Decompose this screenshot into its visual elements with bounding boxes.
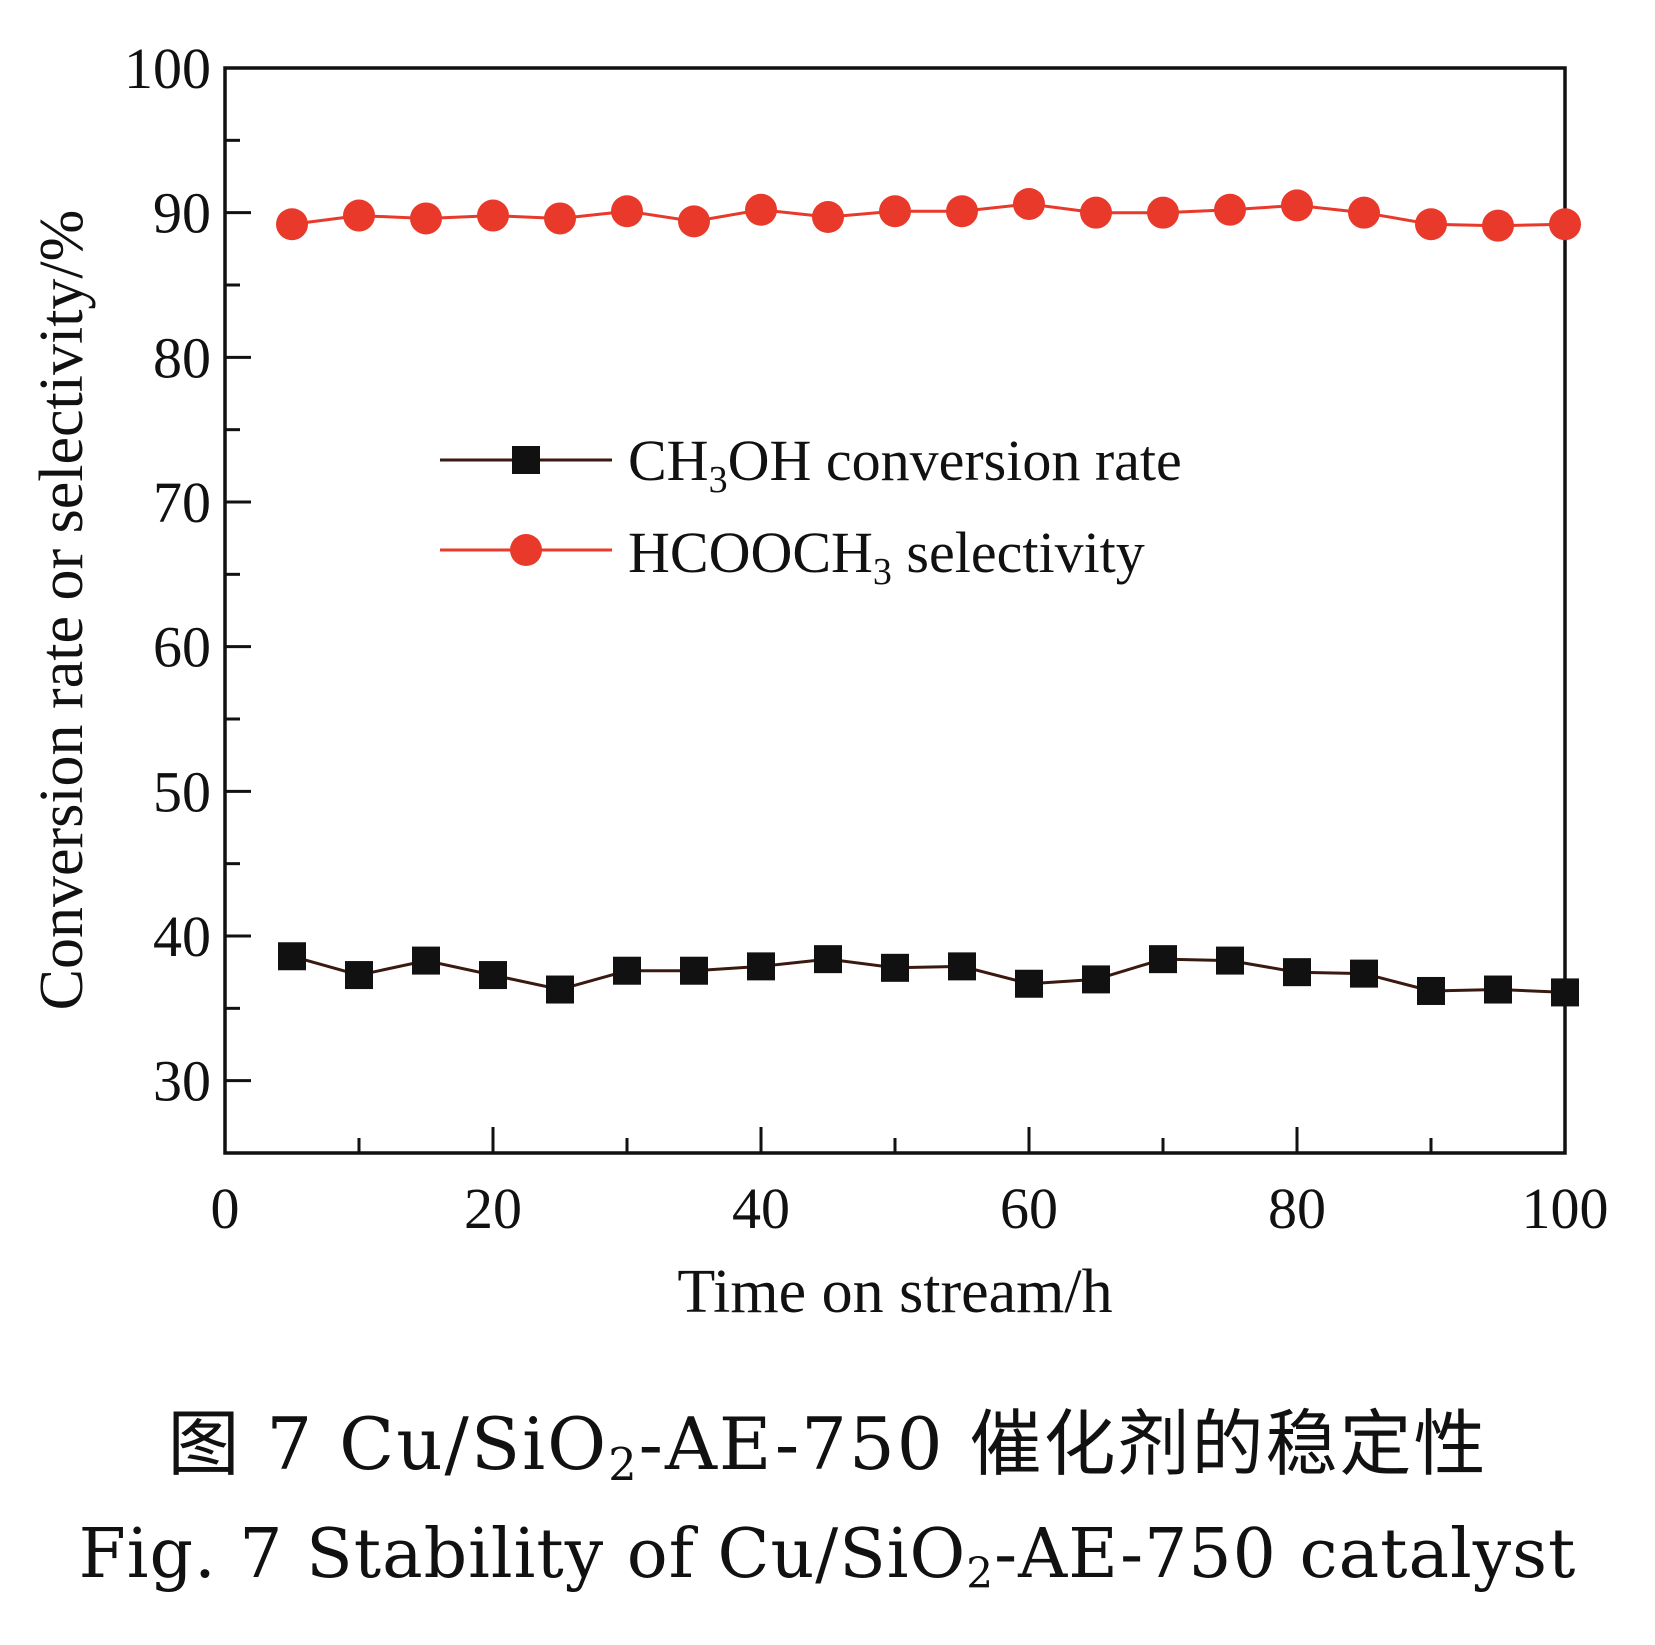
caption-cn-suffix: -AE-750 催化剂的稳定性 — [638, 1402, 1488, 1486]
series-selectivity — [276, 187, 1581, 242]
y-tick-label: 80 — [153, 325, 211, 390]
legend-label-selectivity-main: HCOOCH — [628, 520, 873, 585]
chart: 0 20 40 60 80 100 30 40 50 60 70 80 90 100 Time on st… — [28, 36, 1609, 1326]
data-point — [412, 946, 440, 975]
y-tick-label: 30 — [153, 1049, 211, 1114]
legend-label-conversion: CH3OH conversion rate — [628, 428, 1182, 501]
legend-label-selectivity-sub: 3 — [873, 551, 892, 593]
x-tick-label: 80 — [1268, 1176, 1326, 1241]
data-point — [1482, 209, 1514, 242]
data-point — [278, 942, 306, 971]
data-point — [881, 953, 909, 982]
data-point — [343, 199, 375, 232]
data-point — [812, 201, 844, 234]
data-point — [611, 195, 643, 228]
data-point — [1549, 208, 1581, 241]
data-point — [747, 952, 775, 981]
caption-en-prefix: Fig. 7 Stability of Cu/SiO — [78, 1515, 967, 1594]
data-point — [345, 961, 373, 990]
caption-en-sub: 2 — [966, 1548, 995, 1598]
data-point — [410, 202, 442, 235]
x-tick-label: 0 — [211, 1176, 240, 1241]
data-point — [1551, 978, 1579, 1007]
y-tick-label: 90 — [153, 181, 211, 246]
data-point — [1283, 958, 1311, 987]
data-point — [879, 195, 911, 228]
legend: CH3OH conversion rate HCOOCH3 selectivit… — [440, 428, 1182, 593]
series-conversion — [278, 942, 1579, 1007]
caption-cn-sub: 2 — [608, 1439, 639, 1492]
x-axis-title: Time on stream/h — [677, 1258, 1112, 1326]
x-tick-label: 40 — [732, 1176, 790, 1241]
y-axis-title: Conversion rate or selectivity/% — [28, 210, 96, 1011]
data-point — [1214, 193, 1246, 226]
x-tick-label: 100 — [1522, 1176, 1609, 1241]
data-point — [1415, 208, 1447, 241]
data-point — [544, 202, 576, 235]
tick-labels: 0 20 40 60 80 100 30 40 50 60 70 80 90 100 — [124, 36, 1609, 1241]
axis-ticks — [225, 138, 1433, 1153]
legend-marker-circle — [510, 534, 542, 566]
data-point — [613, 956, 641, 985]
data-point — [680, 956, 708, 985]
data-point — [745, 193, 777, 226]
y-tick-label: 100 — [124, 36, 211, 101]
legend-label-conversion-main: CH — [628, 428, 709, 493]
legend-label-selectivity: HCOOCH3 selectivity — [628, 520, 1145, 593]
data-point — [1484, 975, 1512, 1004]
data-point — [1015, 969, 1043, 998]
y-tick-label: 60 — [153, 615, 211, 680]
data-point — [276, 208, 308, 241]
data-point — [1417, 976, 1445, 1005]
data-point — [477, 199, 509, 232]
legend-label-conversion-sub: 3 — [709, 459, 728, 501]
data-point — [1149, 945, 1177, 974]
data-point — [1082, 965, 1110, 994]
y-tick-label: 50 — [153, 759, 211, 824]
data-point — [948, 952, 976, 981]
data-point — [1281, 189, 1313, 222]
caption-english: Fig. 7 Stability of Cu/SiO2-AE-750 catal… — [0, 1515, 1655, 1598]
data-point — [1216, 946, 1244, 975]
legend-marker-square — [512, 446, 540, 474]
data-point — [946, 195, 978, 228]
data-point — [479, 961, 507, 990]
data-point — [1348, 196, 1380, 229]
data-point — [1013, 187, 1045, 220]
y-tick-label: 40 — [153, 904, 211, 969]
legend-label-selectivity-rest: selectivity — [892, 520, 1145, 585]
data-point — [1080, 196, 1112, 229]
caption-chinese: 图 7 Cu/SiO2-AE-750 催化剂的稳定性 — [0, 1385, 1655, 1491]
data-point — [1147, 196, 1179, 229]
data-point — [546, 975, 574, 1004]
data-point — [678, 205, 710, 238]
caption-en-suffix: -AE-750 catalyst — [994, 1515, 1577, 1594]
data-point — [814, 945, 842, 974]
y-tick-label: 70 — [153, 470, 211, 535]
caption-cn-prefix: 图 7 Cu/SiO — [167, 1402, 609, 1486]
data-point — [1350, 959, 1378, 988]
x-tick-label: 20 — [464, 1176, 522, 1241]
x-tick-label: 60 — [1000, 1176, 1058, 1241]
legend-label-conversion-rest: OH conversion rate — [728, 428, 1182, 493]
series-layer — [276, 187, 1581, 1007]
